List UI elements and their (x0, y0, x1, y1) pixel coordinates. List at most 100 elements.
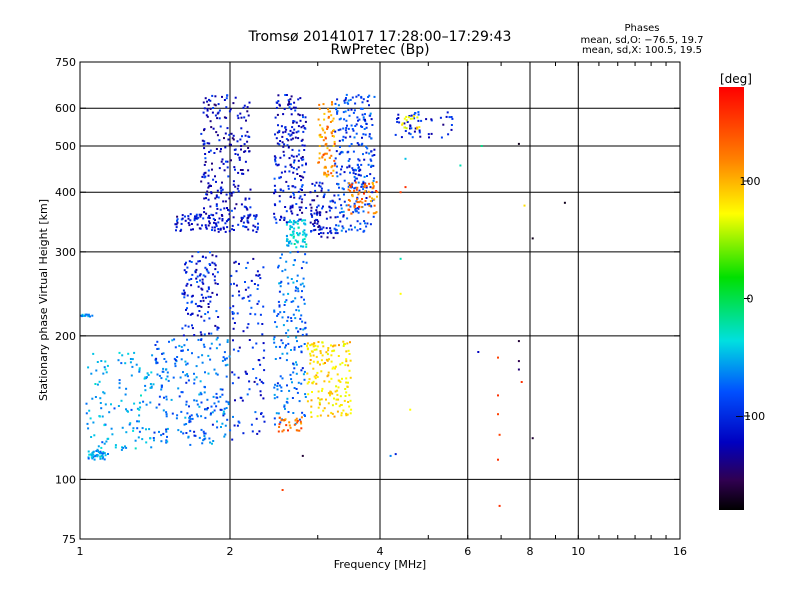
data-point (240, 145, 243, 147)
data-point (365, 151, 368, 154)
data-point (290, 113, 293, 116)
data-point (319, 228, 322, 231)
data-point (210, 126, 213, 129)
data-point (288, 421, 291, 424)
data-point (187, 222, 190, 224)
data-point (207, 303, 210, 305)
data-point (497, 413, 499, 416)
data-point (228, 133, 231, 136)
data-point (224, 132, 227, 135)
data-point (333, 140, 336, 143)
data-point (226, 418, 229, 421)
data-point (345, 381, 348, 384)
data-point (327, 402, 330, 405)
data-point (200, 213, 203, 216)
data-point (152, 437, 155, 439)
data-point (367, 96, 370, 98)
data-point (278, 143, 281, 146)
data-point (231, 438, 234, 441)
data-point (197, 216, 200, 219)
data-point (414, 112, 417, 114)
data-point (275, 345, 278, 348)
data-point (121, 354, 124, 357)
data-point (298, 232, 301, 235)
data-point (316, 415, 319, 418)
data-point (317, 341, 320, 343)
data-point (222, 356, 225, 359)
data-point (195, 268, 198, 271)
data-point (331, 103, 334, 106)
data-point (342, 227, 345, 230)
data-point (135, 363, 138, 366)
data-point (273, 309, 276, 312)
data-point (347, 401, 350, 403)
data-point (294, 419, 297, 421)
data-point (278, 416, 281, 419)
data-point (365, 197, 368, 199)
data-point (326, 236, 329, 239)
data-point (459, 164, 462, 167)
data-point (367, 211, 370, 214)
data-point (206, 407, 209, 410)
data-point (315, 348, 318, 351)
data-point (254, 313, 257, 316)
data-point (255, 342, 258, 345)
data-point (299, 195, 302, 198)
data-point (365, 123, 368, 125)
data-point (290, 165, 293, 168)
data-point (253, 283, 256, 285)
data-point (144, 384, 147, 387)
data-point (356, 116, 359, 119)
data-point (334, 344, 337, 347)
data-point (299, 175, 301, 177)
data-point (306, 345, 308, 348)
data-point (87, 427, 90, 430)
data-point (158, 395, 161, 398)
data-point (223, 207, 226, 210)
data-point (284, 346, 287, 349)
x-tick-label: 1 (77, 545, 84, 558)
data-point (317, 226, 320, 228)
data-point (375, 211, 378, 214)
data-point (222, 162, 225, 165)
data-point (203, 176, 206, 179)
data-point (408, 132, 411, 135)
data-point (176, 218, 179, 221)
data-point (201, 175, 204, 178)
data-point (291, 206, 294, 209)
data-point (330, 344, 332, 347)
data-point (304, 223, 307, 226)
data-point (303, 232, 306, 235)
data-point (196, 275, 199, 278)
data-point (343, 193, 345, 196)
data-point (298, 418, 301, 421)
data-point (301, 454, 304, 457)
data-point (334, 390, 337, 393)
data-point (227, 138, 230, 141)
data-point (215, 195, 218, 198)
data-point (348, 184, 351, 187)
data-point (293, 346, 296, 349)
data-point (274, 383, 277, 386)
data-point (347, 199, 350, 201)
data-point (207, 271, 210, 274)
data-point (330, 207, 333, 210)
data-point (282, 150, 285, 153)
data-point (288, 221, 290, 223)
data-point (246, 393, 249, 396)
data-point (369, 200, 372, 202)
data-point (428, 136, 430, 139)
data-point (297, 113, 300, 116)
data-point (345, 131, 348, 134)
data-point (339, 151, 342, 154)
data-point (278, 384, 281, 387)
data-point (222, 226, 225, 229)
data-point (241, 399, 244, 402)
data-point (182, 371, 184, 374)
data-point (357, 211, 360, 214)
data-point (246, 372, 248, 375)
data-point (224, 230, 227, 233)
data-point (183, 296, 186, 299)
data-point (300, 422, 303, 425)
data-point (186, 294, 189, 297)
